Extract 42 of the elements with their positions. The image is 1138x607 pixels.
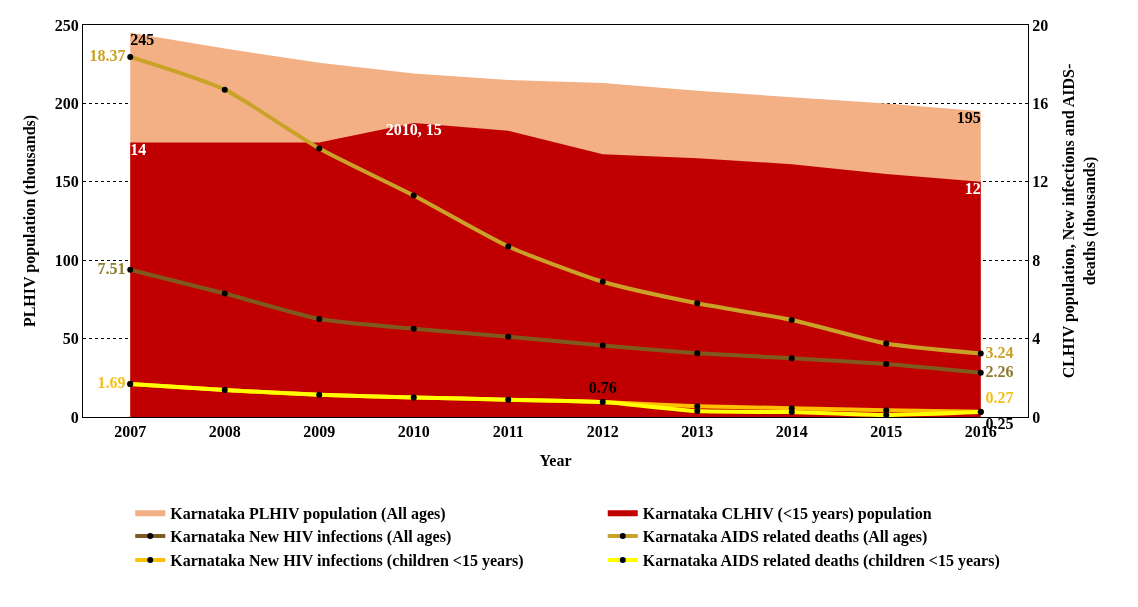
data-label: 195 [956, 109, 981, 127]
y2-axis-title: CLHIV population, New infections and AIDS-deaths (thousands) [1059, 63, 1099, 379]
data-label: 1.69 [97, 373, 126, 391]
y2-tick-label: 12 [1032, 173, 1049, 191]
legend-label: Karnataka PLHIV population (All ages) [170, 504, 446, 523]
x-tick-label: 2010 [397, 423, 430, 441]
y2-tick-label: 16 [1032, 95, 1049, 112]
legend-label: Karnataka CLHIV (<15 years) population [642, 504, 932, 523]
data-label: 14 [130, 140, 147, 158]
x-tick-label: 2011 [492, 423, 524, 441]
data-label: 12 [964, 179, 981, 197]
x-tick-label: 2007 [114, 423, 147, 441]
y-tick-label: 200 [54, 95, 79, 112]
legend-label: Karnataka New HIV infections (All ages) [170, 528, 452, 547]
x-tick-label: 2012 [586, 423, 619, 441]
y2-tick-label: 20 [1032, 16, 1049, 34]
y2-tick-label: 0 [1032, 408, 1041, 426]
legend-label: Karnataka New HIV infections (children <15 years) [170, 552, 524, 571]
y-tick-label: 150 [54, 173, 79, 191]
y-tick-label: 250 [54, 16, 79, 34]
y2-tick-label: 8 [1032, 251, 1041, 269]
legend-label: Karnataka AIDS related deaths (All ages) [642, 528, 928, 547]
data-label: 2010, 15 [385, 121, 442, 138]
data-label: 2.26 [985, 362, 1014, 380]
x-tick-label: 2014 [775, 423, 808, 441]
data-label: 245 [130, 30, 155, 48]
data-label: 7.51 [97, 259, 126, 277]
x-tick-label: 2013 [681, 423, 714, 441]
x-tick-label: 2009 [303, 423, 336, 441]
y-tick-label: 50 [62, 330, 79, 348]
x-tick-label: 2008 [208, 423, 241, 441]
y2-tick-label: 4 [1032, 330, 1041, 348]
y-tick-label: 0 [70, 408, 79, 426]
x-tick-label: 2015 [870, 423, 903, 441]
data-label: 0.27 [985, 388, 1014, 406]
data-label: 18.37 [89, 46, 126, 64]
y-axis-title: PLHIV population (thousands) [20, 114, 39, 328]
data-label: 0.76 [588, 379, 617, 397]
legend-label: Karnataka AIDS related deaths (children <15 years) [642, 552, 1000, 571]
x-axis-title: Year [539, 451, 572, 469]
data-label: 3.24 [985, 343, 1014, 361]
y-tick-label: 100 [54, 251, 79, 269]
